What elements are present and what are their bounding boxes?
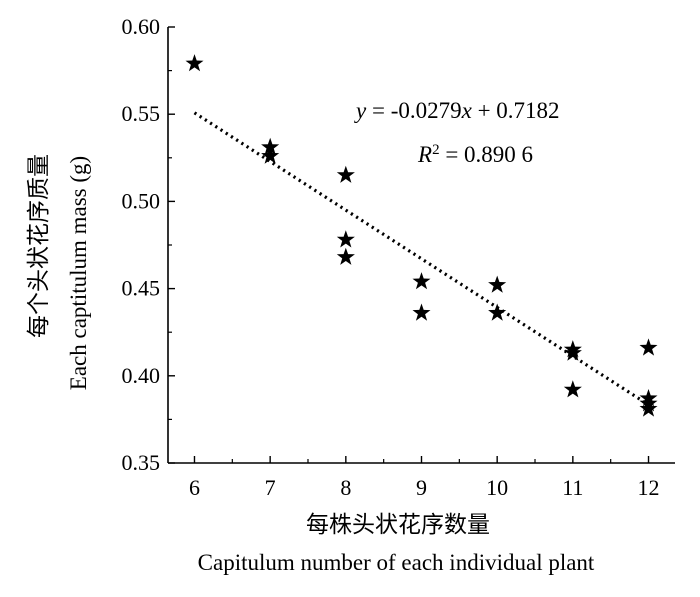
x-tick-label: 6 [189,475,200,500]
y-axis-title-en: Each captitulum mass (g) [66,156,91,390]
equation-y-var: y [354,98,367,123]
data-point-star [639,399,658,417]
x-axis-title-en: Capitulum number of each individual plan… [198,550,595,575]
equation-intercept: + 0.7182 [472,98,560,123]
r-squared-exponent: 2 [432,142,440,158]
data-point-star [488,275,507,293]
r-squared-r: R [417,142,432,167]
data-point-star [563,343,582,361]
y-tick-label: 0.50 [122,188,161,213]
data-point-star [563,380,582,398]
data-point-star [412,303,431,321]
data-point-star [336,165,355,183]
x-tick-label: 11 [562,475,583,500]
data-point-star [261,137,280,155]
y-tick-label: 0.45 [122,276,161,301]
data-point-star [185,54,204,72]
y-tick-label: 0.40 [122,363,161,388]
x-tick-label: 9 [416,475,427,500]
x-tick-label: 8 [340,475,351,500]
data-point-star [488,303,507,321]
equation-slope: = -0.0279 [366,98,461,123]
data-point-star [261,146,280,164]
r-squared-value: = 0.890 6 [440,142,533,167]
equation-x-var: x [461,98,473,123]
data-point-star [639,338,658,356]
y-tick-label: 0.55 [122,101,161,126]
x-tick-label: 10 [486,475,508,500]
r-squared: R2 = 0.890 6 [417,142,533,167]
data-point-star [336,230,355,248]
y-axis-title-cn: 每个头状花序质量 [26,154,51,338]
data-point-star [412,272,431,290]
x-axis-title-cn: 每株头状花序数量 [306,512,490,537]
plot-area: 0.35 0.40 0.45 0.50 0.55 0.60 6 7 8 9 10 11 12 [122,14,675,500]
x-tick-label: 12 [638,475,660,500]
data-point-star [336,247,355,265]
y-tick-label: 0.35 [122,450,161,475]
x-tick-label: 7 [265,475,276,500]
y-tick-label: 0.60 [122,14,161,39]
regression-equation: y = -0.0279x + 0.7182 [354,98,560,123]
